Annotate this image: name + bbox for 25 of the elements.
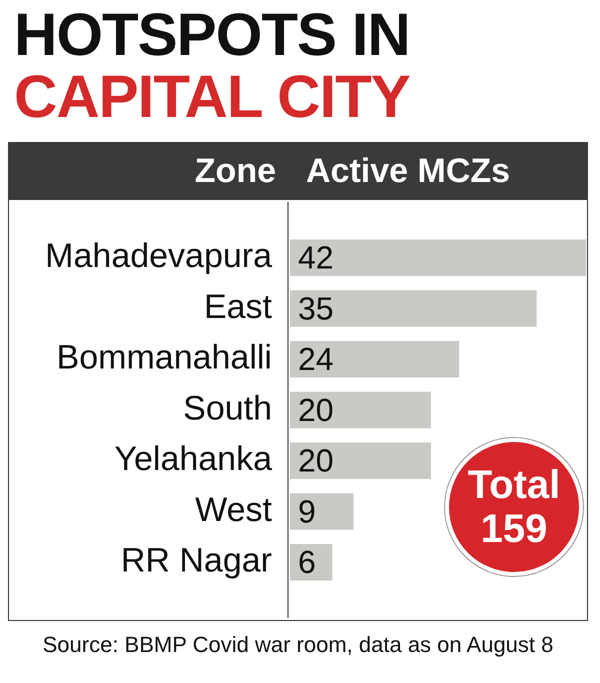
y-tick-label: Yelahanka — [114, 440, 272, 478]
bar — [290, 392, 431, 428]
annotation: Total 159 — [466, 463, 562, 551]
y-tick-label: West — [195, 490, 273, 529]
data-label: 35 — [298, 290, 334, 326]
x-axis-title: Active MCZs — [306, 152, 510, 191]
y-tick-label: Mahadevapura — [45, 237, 272, 276]
data-label: 20 — [298, 392, 334, 428]
bar — [290, 240, 586, 276]
y-tick-label: East — [204, 288, 273, 326]
data-label: 42 — [298, 240, 334, 276]
bar — [290, 340, 460, 378]
data-label: 24 — [298, 341, 334, 378]
source-note: Source: BBMP Covid war room, data as on August 8 — [42, 632, 554, 658]
y-tick-label: South — [183, 389, 272, 428]
y-tick-label: Bommanahalli — [56, 338, 272, 377]
bar — [290, 493, 354, 530]
y-axis-title: Zone — [194, 152, 276, 191]
chart-title: HOTSPOTS IN CAPITAL CITY — [14, 1, 410, 130]
y-tick-label: RR Nagar — [120, 542, 272, 580]
bar — [290, 290, 537, 327]
data-label: 6 — [298, 544, 316, 580]
bar — [290, 442, 431, 480]
data-label: 20 — [298, 442, 334, 479]
data-label: 9 — [298, 493, 316, 530]
